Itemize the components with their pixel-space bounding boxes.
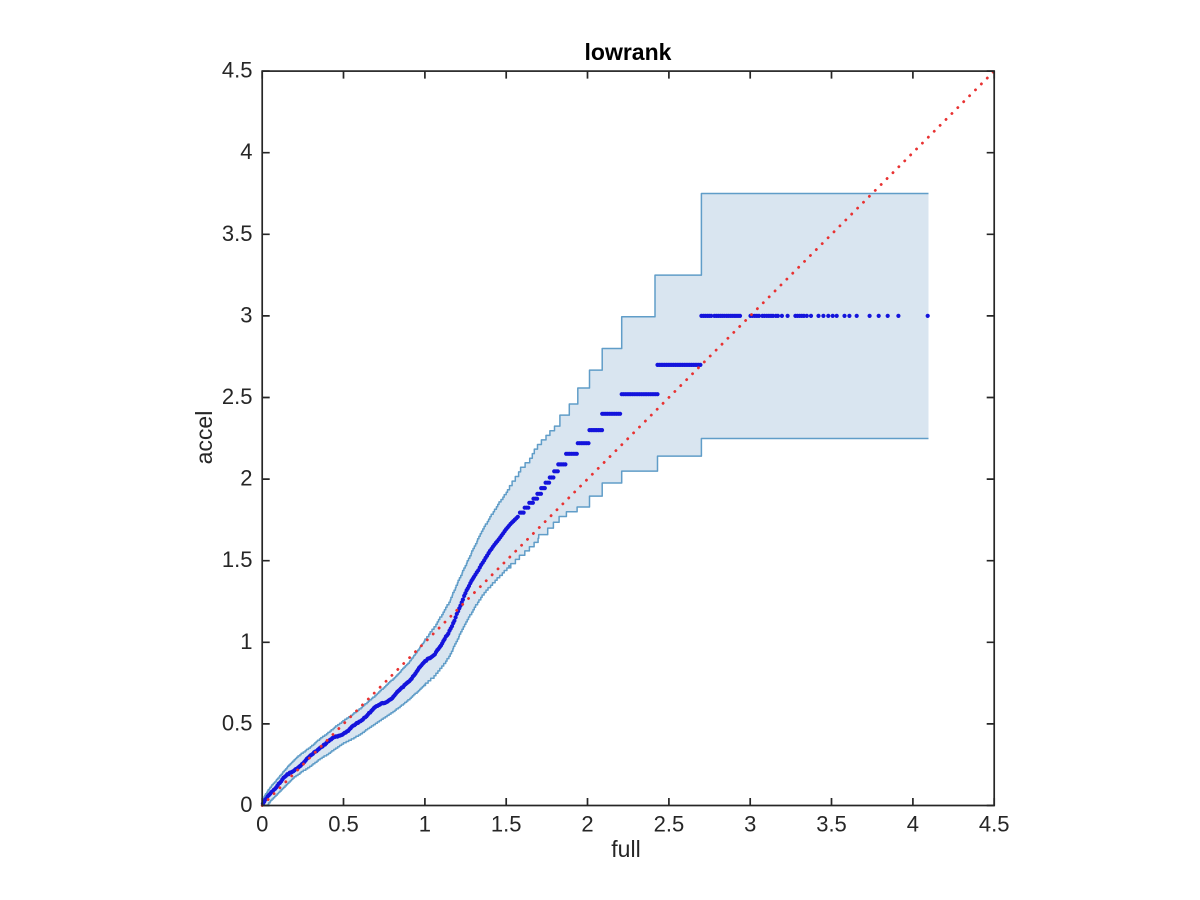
svg-text:3: 3 (744, 812, 756, 837)
svg-text:3.5: 3.5 (222, 221, 253, 246)
svg-text:2.5: 2.5 (222, 384, 253, 409)
svg-text:2: 2 (581, 812, 593, 837)
svg-text:accel: accel (191, 411, 217, 465)
svg-text:lowrank: lowrank (585, 39, 672, 65)
svg-text:0.5: 0.5 (328, 812, 359, 837)
svg-text:3.5: 3.5 (816, 812, 847, 837)
svg-text:1.5: 1.5 (491, 812, 522, 837)
svg-text:full: full (611, 836, 640, 862)
svg-text:4.5: 4.5 (222, 58, 253, 83)
svg-text:1: 1 (240, 629, 252, 654)
svg-text:4.5: 4.5 (979, 812, 1010, 837)
svg-text:2.5: 2.5 (654, 812, 685, 837)
svg-text:4: 4 (240, 139, 252, 164)
svg-text:1: 1 (419, 812, 431, 837)
svg-text:0.5: 0.5 (222, 710, 253, 735)
svg-text:4: 4 (907, 812, 919, 837)
svg-text:0: 0 (240, 792, 252, 817)
svg-text:3: 3 (240, 302, 252, 327)
svg-text:0: 0 (256, 812, 268, 837)
svg-text:2: 2 (240, 466, 252, 491)
svg-text:1.5: 1.5 (222, 547, 253, 572)
